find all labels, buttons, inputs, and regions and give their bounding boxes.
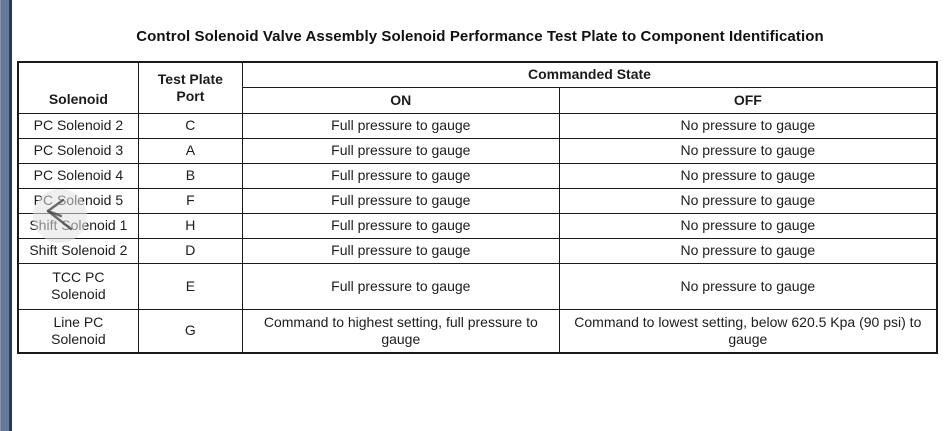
- on-cell: Full pressure to gauge: [241, 237, 560, 264]
- solenoid-cell: PC Solenoid 5: [17, 187, 139, 214]
- port-cell: A: [137, 137, 243, 164]
- column-header-solenoid: Solenoid: [17, 61, 139, 114]
- on-cell: Full pressure to gauge: [241, 112, 560, 139]
- off-cell: No pressure to gauge: [558, 162, 938, 189]
- window-edge-bar: [0, 0, 13, 431]
- table-row: Shift Solenoid 1 H Full pressure to gaug…: [17, 212, 938, 239]
- off-cell: Command to lowest setting, below 620.5 K…: [558, 308, 938, 354]
- solenoid-cell: PC Solenoid 4: [17, 162, 139, 189]
- solenoid-cell: Line PC Solenoid: [17, 308, 139, 354]
- port-cell: D: [137, 237, 243, 264]
- table-row: Shift Solenoid 2 D Full pressure to gaug…: [17, 237, 938, 264]
- table-row: PC Solenoid 5 F Full pressure to gauge N…: [17, 187, 938, 214]
- column-header-test-plate-port: Test Plate Port: [137, 61, 243, 114]
- column-header-on: ON: [241, 86, 560, 114]
- solenoid-cell: Shift Solenoid 2: [17, 237, 139, 264]
- table-row: TCC PC Solenoid E Full pressure to gauge…: [17, 262, 938, 310]
- off-cell: No pressure to gauge: [558, 112, 938, 139]
- solenoid-cell: PC Solenoid 2: [17, 112, 139, 139]
- table-row: PC Solenoid 2 C Full pressure to gauge N…: [17, 112, 938, 139]
- on-cell: Command to highest setting, full pressur…: [241, 308, 560, 354]
- solenoid-cell: Shift Solenoid 1: [17, 212, 139, 239]
- port-cell: C: [137, 112, 243, 139]
- off-cell: No pressure to gauge: [558, 212, 938, 239]
- on-cell: Full pressure to gauge: [241, 137, 560, 164]
- solenoid-performance-table: Solenoid Test Plate Port Commanded State…: [17, 61, 938, 354]
- table-row: PC Solenoid 3 A Full pressure to gauge N…: [17, 137, 938, 164]
- off-cell: No pressure to gauge: [558, 262, 938, 310]
- on-cell: Full pressure to gauge: [241, 162, 560, 189]
- on-cell: Full pressure to gauge: [241, 212, 560, 239]
- solenoid-cell: TCC PC Solenoid: [17, 262, 139, 310]
- port-cell: G: [137, 308, 243, 354]
- page-title: Control Solenoid Valve Assembly Solenoid…: [136, 28, 824, 45]
- port-cell: F: [137, 187, 243, 214]
- column-header-commanded-state: Commanded State: [241, 61, 938, 88]
- table-row: PC Solenoid 4 B Full pressure to gauge N…: [17, 162, 938, 189]
- port-cell: E: [137, 262, 243, 310]
- port-cell: H: [137, 212, 243, 239]
- off-cell: No pressure to gauge: [558, 137, 938, 164]
- column-header-off: OFF: [558, 86, 938, 114]
- table-row: Line PC Solenoid G Command to highest se…: [17, 308, 938, 354]
- on-cell: Full pressure to gauge: [241, 187, 560, 214]
- off-cell: No pressure to gauge: [558, 187, 938, 214]
- table-header-row-2: ON OFF: [18, 86, 938, 114]
- solenoid-cell: PC Solenoid 3: [17, 137, 139, 164]
- on-cell: Full pressure to gauge: [241, 262, 560, 310]
- table-header-row-1: Solenoid Test Plate Port Commanded State: [17, 61, 938, 114]
- off-cell: No pressure to gauge: [558, 237, 938, 264]
- port-cell: B: [137, 162, 243, 189]
